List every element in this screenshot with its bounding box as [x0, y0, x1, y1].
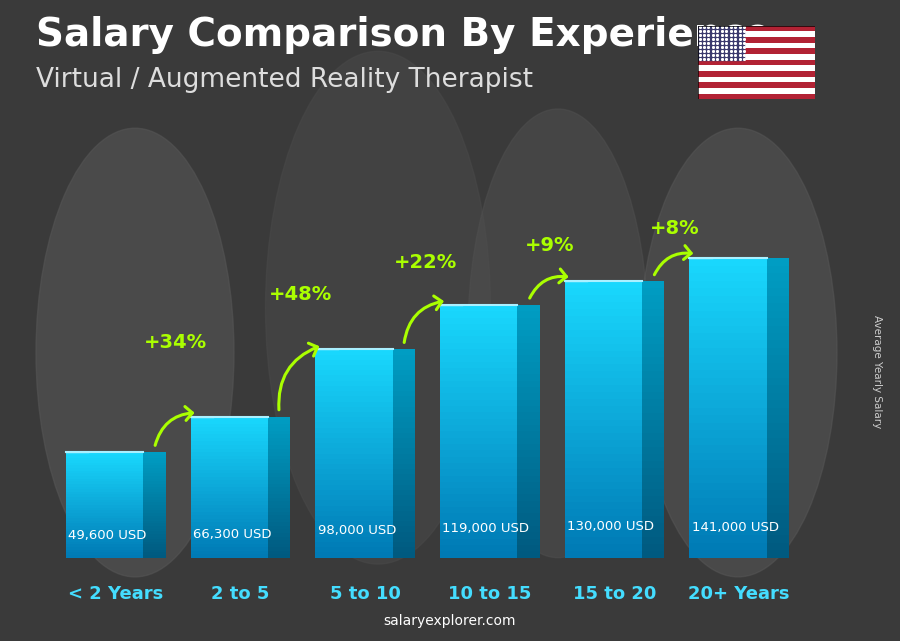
Text: 141,000 USD: 141,000 USD: [692, 520, 778, 534]
Text: 66,300 USD: 66,300 USD: [194, 528, 272, 541]
Ellipse shape: [266, 51, 491, 564]
Text: 20+ Years: 20+ Years: [688, 585, 790, 603]
FancyArrowPatch shape: [654, 246, 691, 275]
Ellipse shape: [468, 109, 648, 558]
Text: 98,000 USD: 98,000 USD: [318, 524, 396, 537]
FancyArrowPatch shape: [404, 296, 442, 342]
Text: Average Yearly Salary: Average Yearly Salary: [872, 315, 883, 428]
Text: 130,000 USD: 130,000 USD: [567, 520, 654, 533]
Text: +9%: +9%: [526, 236, 575, 254]
FancyArrowPatch shape: [155, 406, 193, 445]
Text: salaryexplorer.com: salaryexplorer.com: [383, 614, 517, 628]
Text: +48%: +48%: [269, 285, 332, 304]
Ellipse shape: [639, 128, 837, 577]
Text: Virtual / Augmented Reality Therapist: Virtual / Augmented Reality Therapist: [36, 67, 533, 94]
Text: 2 to 5: 2 to 5: [212, 585, 270, 603]
Text: < 2 Years: < 2 Years: [68, 585, 164, 603]
Text: 5 to 10: 5 to 10: [329, 585, 400, 603]
Text: +34%: +34%: [144, 333, 208, 352]
Text: 10 to 15: 10 to 15: [448, 585, 532, 603]
Ellipse shape: [36, 128, 234, 577]
FancyArrowPatch shape: [530, 269, 566, 298]
Text: Salary Comparison By Experience: Salary Comparison By Experience: [36, 16, 770, 54]
Text: 49,600 USD: 49,600 USD: [68, 529, 147, 542]
Polygon shape: [698, 26, 744, 60]
Text: +22%: +22%: [393, 253, 457, 272]
Text: 15 to 20: 15 to 20: [572, 585, 656, 603]
Text: 119,000 USD: 119,000 USD: [443, 522, 529, 535]
FancyArrowPatch shape: [279, 343, 318, 410]
Text: +8%: +8%: [650, 219, 699, 238]
